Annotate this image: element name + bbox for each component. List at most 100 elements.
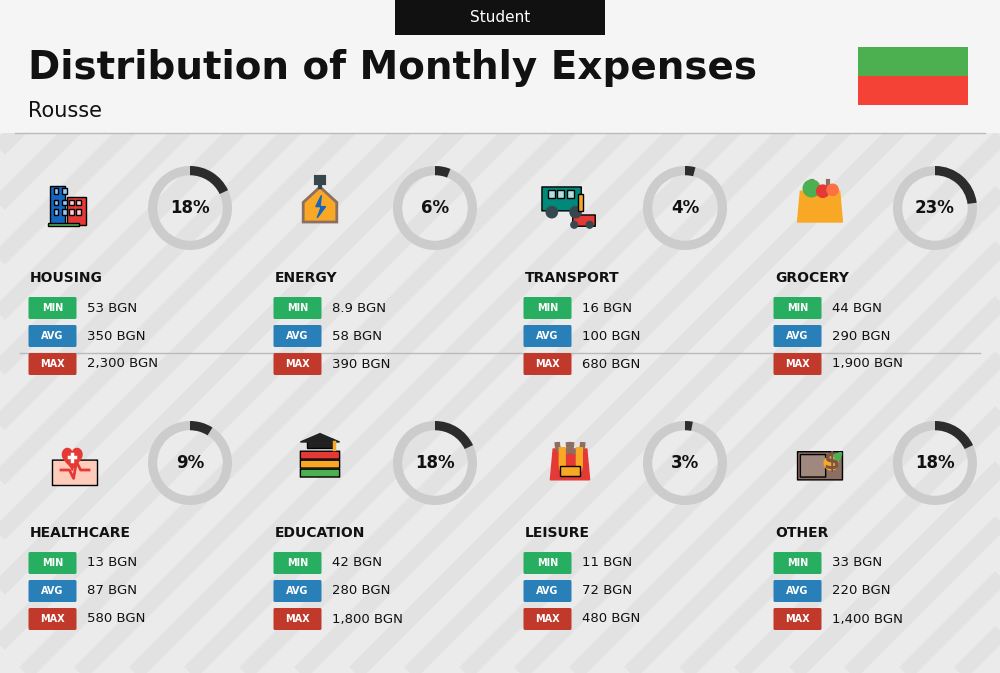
FancyBboxPatch shape [560,466,580,476]
FancyBboxPatch shape [542,187,581,211]
Text: GROCERY: GROCERY [775,271,849,285]
Wedge shape [190,421,213,435]
FancyBboxPatch shape [76,209,81,215]
Circle shape [586,221,593,228]
Wedge shape [893,166,977,250]
Wedge shape [643,166,727,250]
FancyBboxPatch shape [858,47,968,76]
FancyBboxPatch shape [54,200,58,205]
FancyBboxPatch shape [774,552,822,574]
Wedge shape [393,166,477,250]
Text: MAX: MAX [40,359,65,369]
Text: 580 BGN: 580 BGN [87,612,145,625]
FancyBboxPatch shape [774,297,822,319]
Text: 8.9 BGN: 8.9 BGN [332,302,386,314]
FancyBboxPatch shape [28,353,76,375]
FancyBboxPatch shape [0,0,1000,133]
FancyBboxPatch shape [67,197,86,225]
FancyBboxPatch shape [76,200,81,205]
Text: 44 BGN: 44 BGN [832,302,882,314]
Text: 1,900 BGN: 1,900 BGN [832,357,903,371]
FancyBboxPatch shape [69,200,74,205]
Text: MAX: MAX [785,614,810,624]
Circle shape [824,456,838,470]
Text: 13 BGN: 13 BGN [87,557,137,569]
FancyBboxPatch shape [50,186,65,225]
Wedge shape [685,166,695,176]
Text: 1,800 BGN: 1,800 BGN [332,612,403,625]
Circle shape [571,221,578,228]
Text: MIN: MIN [537,303,558,313]
Text: 280 BGN: 280 BGN [332,584,390,598]
Text: AVG: AVG [536,331,559,341]
Wedge shape [893,421,977,505]
FancyBboxPatch shape [274,325,322,347]
FancyBboxPatch shape [774,608,822,630]
Text: $: $ [823,452,839,474]
Text: 680 BGN: 680 BGN [582,357,640,371]
Text: OTHER: OTHER [775,526,828,540]
FancyBboxPatch shape [300,451,340,459]
Text: 42 BGN: 42 BGN [332,557,382,569]
Text: MAX: MAX [40,614,65,624]
Text: 1,400 BGN: 1,400 BGN [832,612,903,625]
Polygon shape [550,449,590,480]
Text: AVG: AVG [286,586,309,596]
Wedge shape [393,421,477,505]
Text: MAX: MAX [535,359,560,369]
FancyBboxPatch shape [524,580,572,602]
Polygon shape [303,187,337,222]
Text: MIN: MIN [787,558,808,568]
Text: AVG: AVG [786,331,809,341]
Text: Distribution of Monthly Expenses: Distribution of Monthly Expenses [28,49,757,87]
FancyBboxPatch shape [798,452,842,480]
FancyBboxPatch shape [524,552,572,574]
Circle shape [817,185,829,197]
FancyBboxPatch shape [62,188,67,194]
FancyBboxPatch shape [548,190,555,199]
Text: AVG: AVG [786,586,809,596]
Text: 11 BGN: 11 BGN [582,557,632,569]
Circle shape [546,207,557,218]
FancyBboxPatch shape [774,353,822,375]
FancyBboxPatch shape [300,469,340,477]
Text: Student: Student [470,11,530,26]
Text: MAX: MAX [285,359,310,369]
Text: 4%: 4% [671,199,699,217]
Text: 9%: 9% [176,454,204,472]
Text: MIN: MIN [287,558,308,568]
Text: AVG: AVG [286,331,309,341]
Text: HEALTHCARE: HEALTHCARE [30,526,131,540]
Text: MAX: MAX [535,614,560,624]
FancyBboxPatch shape [557,190,564,199]
Text: EDUCATION: EDUCATION [275,526,365,540]
FancyBboxPatch shape [774,325,822,347]
Text: LEISURE: LEISURE [525,526,590,540]
FancyBboxPatch shape [28,608,76,630]
Wedge shape [935,421,973,449]
FancyBboxPatch shape [524,353,572,375]
Text: 72 BGN: 72 BGN [582,584,632,598]
FancyBboxPatch shape [524,297,572,319]
FancyBboxPatch shape [573,215,595,226]
Wedge shape [435,166,450,178]
FancyBboxPatch shape [28,552,76,574]
FancyBboxPatch shape [274,353,322,375]
Text: 100 BGN: 100 BGN [582,330,640,343]
Wedge shape [435,421,473,449]
FancyBboxPatch shape [52,460,98,485]
Text: MIN: MIN [42,303,63,313]
Text: TRANSPORT: TRANSPORT [525,271,620,285]
FancyBboxPatch shape [567,190,574,199]
Wedge shape [190,166,228,194]
FancyBboxPatch shape [62,209,67,215]
Wedge shape [685,421,693,431]
FancyBboxPatch shape [524,325,572,347]
FancyBboxPatch shape [274,608,322,630]
FancyBboxPatch shape [28,297,76,319]
Text: 53 BGN: 53 BGN [87,302,137,314]
Wedge shape [643,421,727,505]
Polygon shape [798,191,842,222]
Circle shape [570,207,581,218]
Text: MIN: MIN [287,303,308,313]
